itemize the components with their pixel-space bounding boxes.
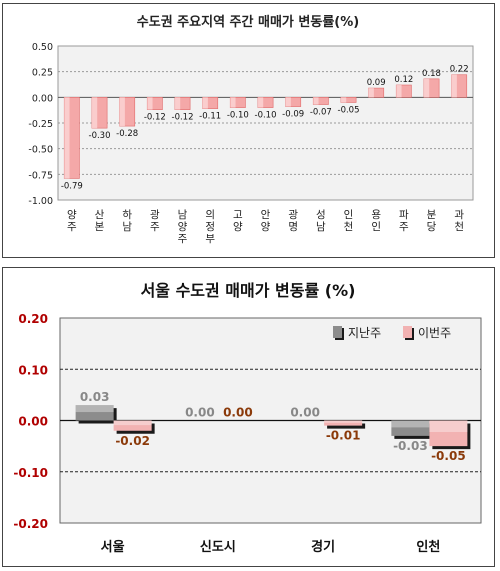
bar-highlight: [324, 420, 363, 423]
data-label: -0.05: [431, 449, 466, 463]
y-tick-label: 0.50: [32, 42, 53, 53]
data-label: -0.30: [89, 131, 111, 141]
weekly-change-chart: 수도권 주요지역 주간 매매가 변동률(%) 0.50 0.25 0.00 -0.25…: [28, 14, 474, 245]
data-label: 0.09: [367, 78, 386, 88]
y-tick-label: 0.25: [32, 68, 53, 79]
bar-highlight: [91, 97, 98, 129]
x-tick-label: 서울: [101, 539, 125, 555]
legend-swatch: [403, 326, 412, 338]
seoul-metro-chart-panel: 서울 수도권 매매가 변동률 (%) 0.20 0.10 0.00 -0.10 -0.2…: [2, 267, 495, 567]
data-label: -0.01: [326, 429, 361, 443]
data-label: -0.09: [282, 110, 304, 120]
bar-highlight: [257, 97, 264, 108]
legend-swatch: [333, 326, 342, 338]
data-label: -0.28: [116, 129, 138, 139]
bar-highlight: [119, 97, 125, 127]
data-label: -0.12: [144, 113, 166, 123]
data-label: -0.07: [310, 108, 332, 118]
chart-title: 수도권 주요지역 주간 매매가 변동률(%): [137, 14, 359, 30]
data-label: 0.00: [223, 406, 253, 420]
data-label: -0.11: [199, 112, 221, 122]
bar: [324, 420, 363, 426]
bar: [429, 420, 468, 447]
data-label: -0.10: [227, 111, 249, 121]
bar: [75, 405, 114, 421]
y-tick-label: 0.20: [18, 312, 48, 326]
y-tick-label: -0.20: [13, 517, 48, 531]
weekly-change-chart-panel: 수도권 주요지역 주간 매매가 변동률(%) 0.50 0.25 0.00 -0.25…: [2, 3, 495, 258]
data-label: -0.05: [338, 105, 360, 115]
y-tick-label: 0.00: [18, 415, 48, 429]
data-label: 0.22: [450, 65, 469, 75]
bar-highlight: [174, 97, 181, 110]
bar-highlight: [340, 97, 347, 103]
data-label: 0.00: [185, 406, 215, 420]
y-tick-label: 0.00: [32, 93, 53, 104]
data-label: 0.18: [422, 69, 441, 79]
y-tick-label: -0.75: [28, 170, 53, 181]
x-tick-label: 신도시: [200, 540, 236, 555]
y-tick-label: -0.25: [28, 119, 53, 130]
legend-label: 지난주: [348, 326, 381, 340]
y-tick-label: -0.50: [28, 145, 53, 156]
legend-label: 이번주: [418, 326, 451, 340]
bar: [391, 420, 430, 436]
bar-highlight: [396, 85, 402, 98]
bar-highlight: [451, 74, 457, 98]
bar-highlight: [368, 88, 374, 98]
data-label: -0.79: [61, 181, 83, 191]
bar-highlight: [230, 97, 236, 108]
y-tick-label: -0.10: [13, 466, 48, 480]
seoul-metro-chart: 서울 수도권 매매가 변동률 (%) 0.20 0.10 0.00 -0.10 -0.2…: [13, 281, 482, 555]
data-label: 0.03: [80, 390, 110, 404]
bar-highlight: [147, 97, 153, 110]
bar-highlight: [391, 420, 430, 428]
y-tick-label: -1.00: [28, 196, 53, 207]
x-tick-label: 경기: [311, 539, 335, 555]
bar: [113, 420, 152, 431]
bar-highlight: [429, 420, 468, 433]
data-label: -0.02: [115, 434, 150, 448]
bar-highlight: [75, 405, 114, 413]
bar-highlight: [202, 97, 208, 109]
x-tick-label: 인천: [416, 539, 440, 555]
y-tick-label: 0.10: [18, 363, 48, 377]
chart-title: 서울 수도권 매매가 변동률 (%): [141, 281, 356, 300]
bar-highlight: [113, 420, 152, 426]
data-label: -0.10: [255, 111, 277, 121]
data-label: 0.00: [290, 406, 320, 420]
bar-highlight: [423, 78, 430, 98]
bar-highlight: [64, 97, 70, 179]
bar-highlight: [313, 97, 319, 105]
bar-highlight: [285, 97, 291, 107]
data-label: -0.12: [172, 113, 194, 123]
bar-shadow: [327, 423, 366, 429]
data-label: 0.12: [394, 75, 413, 85]
data-label: -0.03: [393, 439, 428, 453]
